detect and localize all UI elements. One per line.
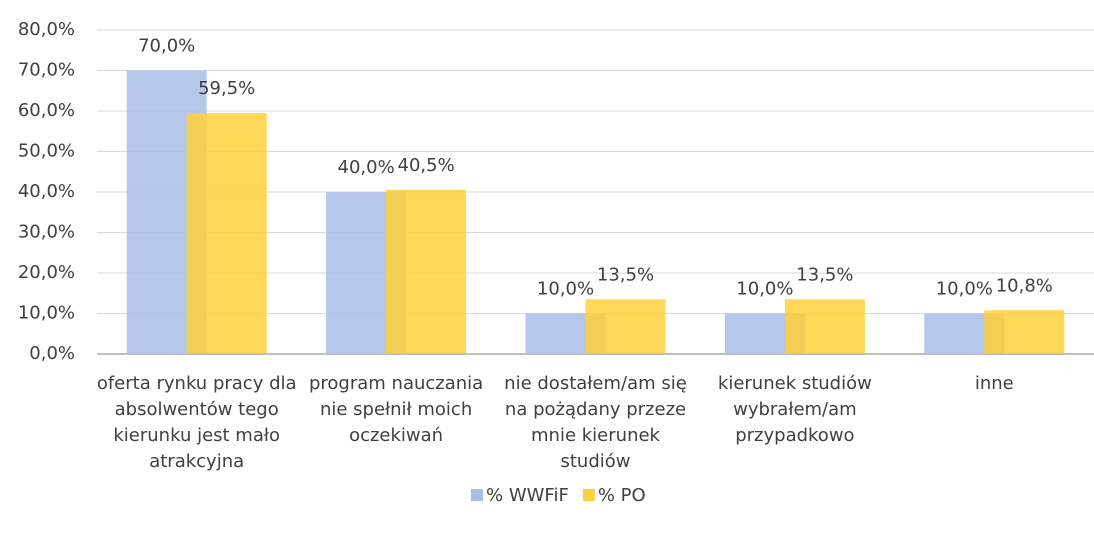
bar (386, 189, 467, 354)
data-label: 70,0% (138, 36, 195, 57)
x-tick-label: inne (974, 373, 1014, 394)
data-label: 10,8% (996, 275, 1053, 296)
y-tick-label: 40,0% (18, 181, 75, 202)
bar (984, 310, 1065, 354)
x-tick-label: kierunek studiów wybrałem/am przypadkowo (717, 373, 872, 446)
bar (585, 299, 666, 354)
data-label: 10,0% (537, 279, 594, 300)
data-label: 40,5% (398, 155, 455, 176)
bar (784, 299, 865, 354)
x-tick-label: nie dostałem/am się na pożądany przeze m… (504, 373, 687, 472)
legend-label: % WWFiF (486, 485, 569, 506)
y-tick-label: 60,0% (18, 100, 75, 121)
data-label: 40,0% (338, 157, 395, 178)
legend-swatch (582, 489, 595, 501)
x-tick-label: program nauczania nie spełnił moich ocze… (308, 373, 484, 446)
y-tick-label: 0,0% (29, 343, 75, 364)
legend-label: % PO (598, 485, 646, 506)
y-tick-label: 80,0% (18, 19, 75, 40)
data-label: 59,5% (198, 78, 255, 99)
x-tick-label: oferta rynku pracy dla absolwentów tego … (96, 373, 297, 472)
y-tick-label: 70,0% (18, 60, 75, 81)
legend-swatch (471, 489, 483, 501)
data-label: 10,0% (736, 279, 793, 300)
data-label: 13,5% (597, 264, 654, 285)
bar (186, 113, 267, 355)
data-label: 13,5% (796, 264, 853, 285)
y-tick-label: 20,0% (18, 262, 75, 283)
y-tick-label: 10,0% (18, 303, 75, 324)
data-label: 10,0% (936, 279, 993, 300)
y-tick-label: 30,0% (18, 222, 75, 243)
y-tick-label: 50,0% (18, 141, 75, 162)
